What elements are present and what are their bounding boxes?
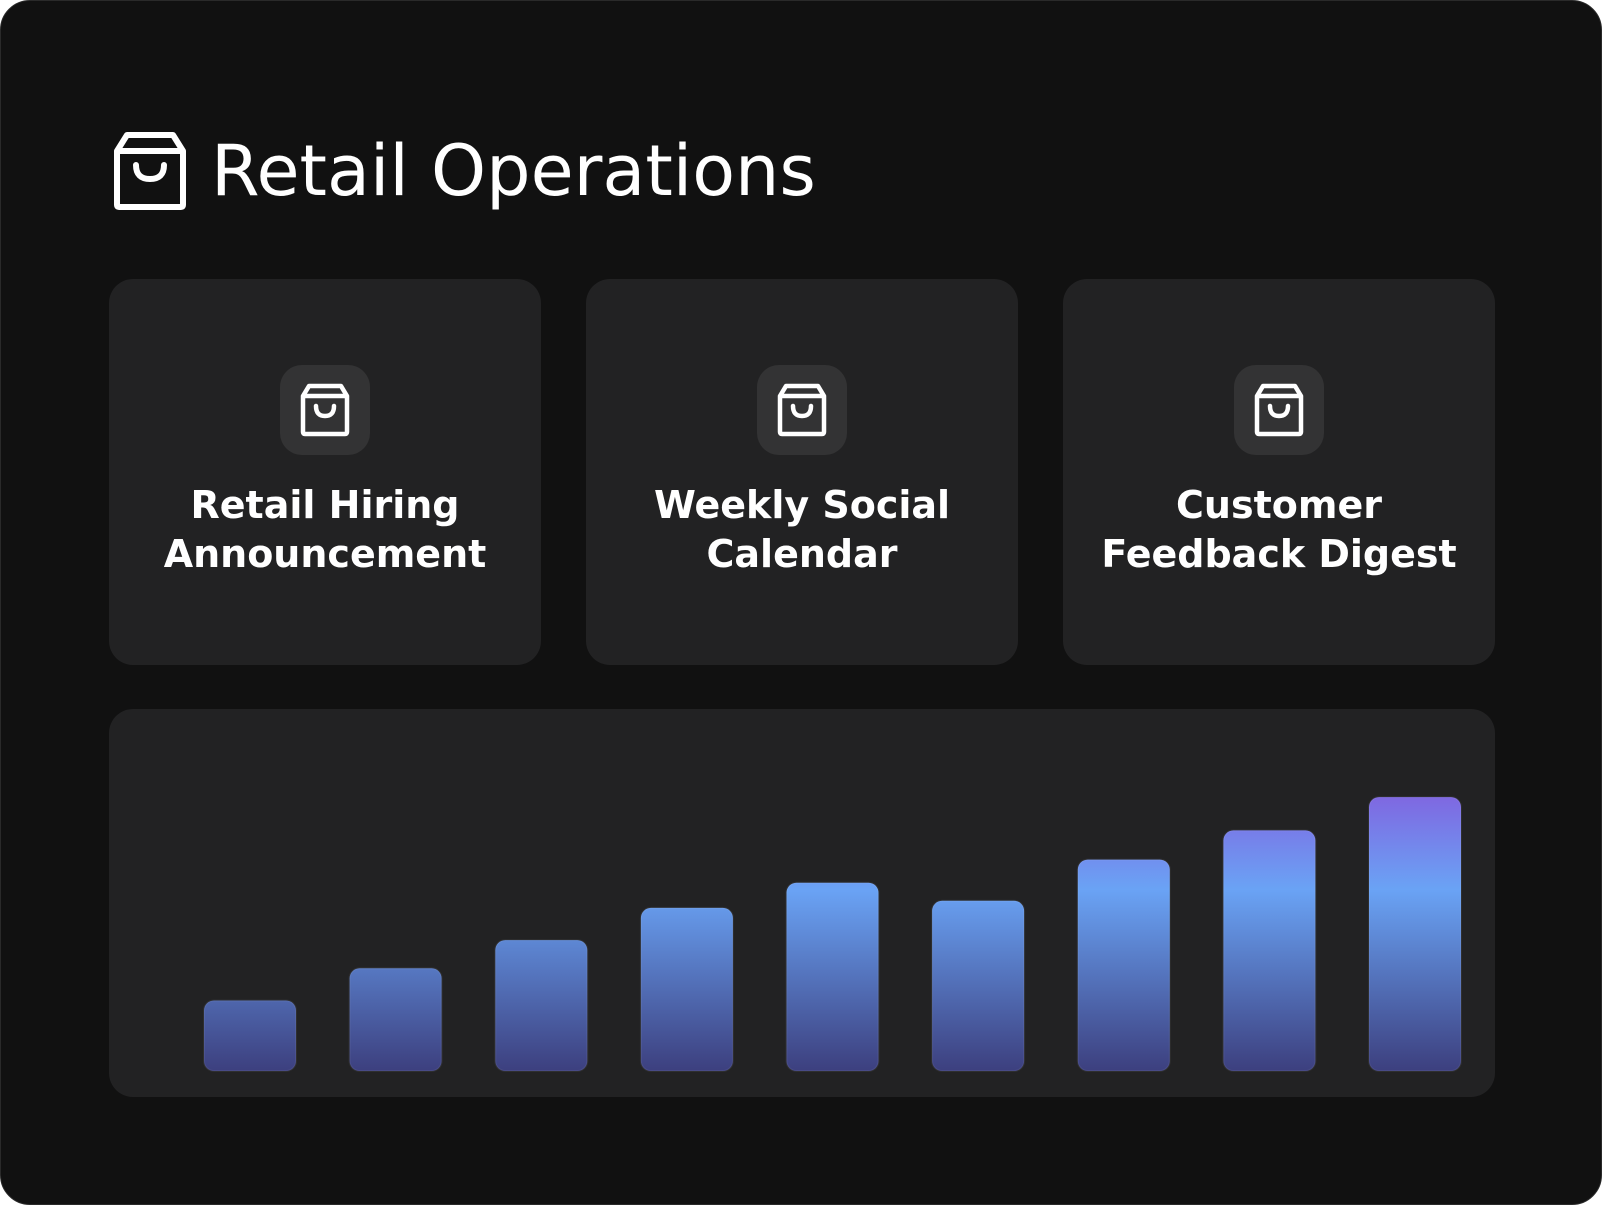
card-weekly-social-calendar[interactable]: Weekly Social Calendar [586, 279, 1018, 665]
shopping-bag-icon [777, 383, 827, 437]
chart-bar [931, 899, 1026, 1072]
card-icon-box [280, 365, 370, 455]
card-icon-box [1234, 365, 1324, 455]
chart-bar [494, 939, 589, 1072]
shopping-bag-icon [1254, 383, 1304, 437]
chart-bar [1368, 796, 1462, 1072]
chart-bar [639, 906, 734, 1072]
bar-chart [203, 796, 1462, 1073]
card-label: Retail Hiring Announcement [163, 483, 487, 576]
shopping-bag-icon [300, 383, 350, 437]
chart-panel [109, 709, 1495, 1097]
page-title: Retail Operations [211, 130, 816, 212]
card-customer-feedback-digest[interactable]: Customer Feedback Digest [1063, 279, 1495, 665]
card-label: Weekly Social Calendar [653, 483, 951, 576]
chart-bar [348, 967, 443, 1072]
shopping-bag-icon [114, 132, 186, 210]
card-retail-hiring-announcement[interactable]: Retail Hiring Announcement [109, 279, 541, 665]
page-header: Retail Operations [113, 131, 816, 211]
chart-bar [1222, 829, 1317, 1073]
card-label: Customer Feedback Digest [1101, 483, 1457, 576]
card-icon-box [757, 365, 847, 455]
chart-bar [1076, 858, 1171, 1072]
chart-bar [785, 881, 880, 1072]
chart-bar [203, 999, 297, 1072]
